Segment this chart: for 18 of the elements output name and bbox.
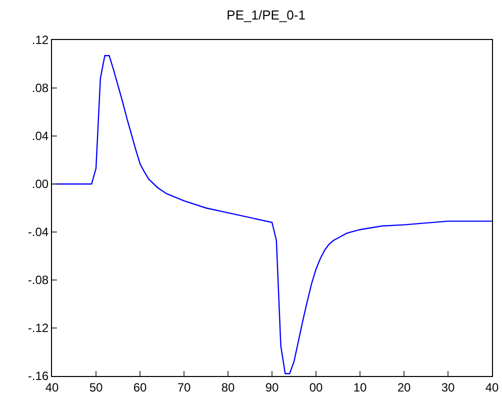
y-tick-label: -.12 (28, 321, 49, 336)
y-tick-label: .04 (32, 129, 49, 144)
x-tick-label: 40 (485, 380, 499, 394)
y-tick-label: -.04 (28, 225, 49, 240)
y-tick-label: .12 (32, 33, 49, 48)
x-tick-label: 10 (353, 380, 367, 394)
x-tick-label: 30 (441, 380, 455, 394)
chart-title: PE_1/PE_0-1 (226, 7, 306, 22)
x-tick-label: 50 (89, 380, 103, 394)
x-tick-label: 90 (265, 380, 279, 394)
x-tick-label: 00 (309, 380, 323, 394)
x-tick-label: 60 (133, 380, 147, 394)
y-tick-label: .08 (32, 81, 49, 96)
y-tick-label: .00 (32, 177, 49, 192)
y-tick-label: -.08 (28, 273, 49, 288)
x-tick-label: 20 (397, 380, 411, 394)
x-tick-label: 80 (221, 380, 235, 394)
x-tick-label: 70 (177, 380, 191, 394)
